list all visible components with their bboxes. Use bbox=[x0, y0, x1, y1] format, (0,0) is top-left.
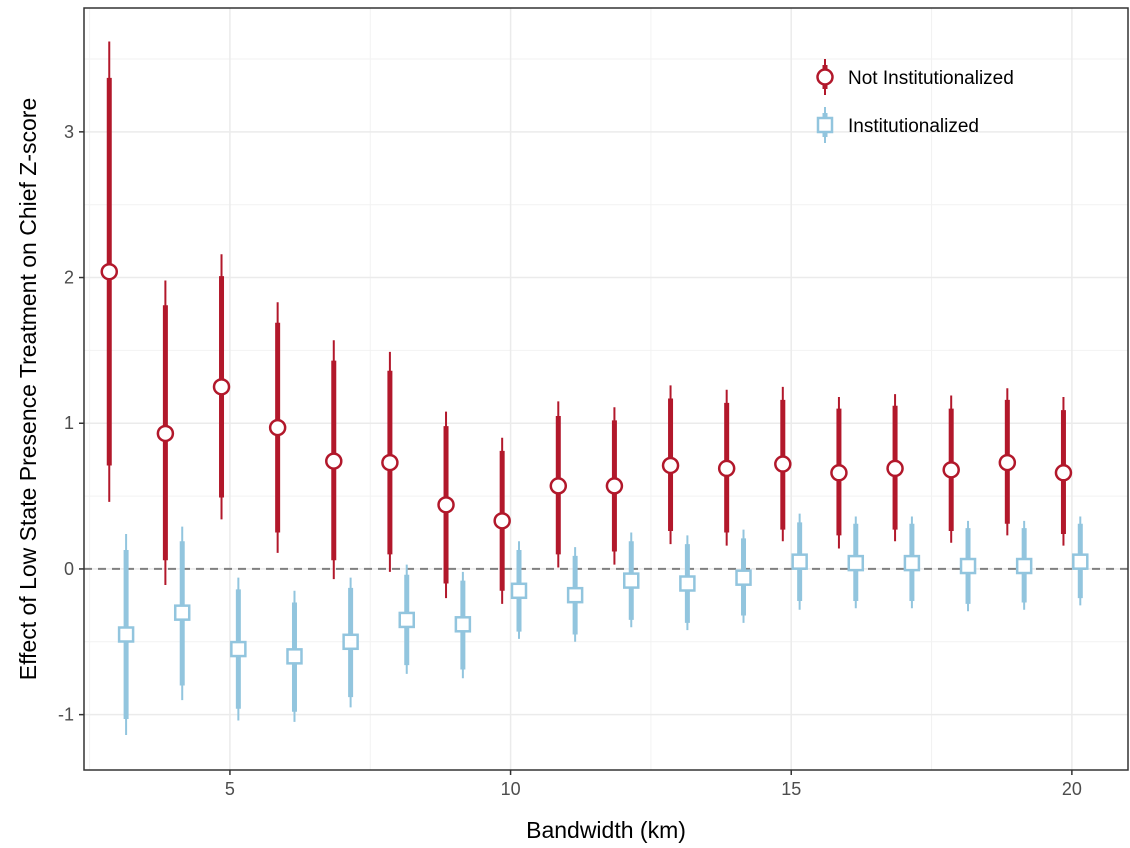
legend-circle-marker bbox=[816, 68, 834, 86]
point-estimate-circle bbox=[605, 477, 624, 495]
x-axis-ticks: 5 10 15 20 bbox=[225, 770, 1082, 799]
point-estimate-square bbox=[903, 554, 921, 572]
point-estimate-circle bbox=[661, 456, 680, 475]
point-estimate-circle bbox=[830, 464, 848, 482]
series-layer bbox=[100, 41, 1089, 736]
point-estimate-square bbox=[735, 569, 752, 586]
point-estimate-circle bbox=[717, 459, 736, 478]
x-tick-label: 10 bbox=[501, 779, 521, 799]
point-estimate-square bbox=[173, 604, 191, 621]
point-estimate-circle bbox=[325, 452, 343, 470]
point-estimate-circle bbox=[100, 262, 119, 281]
point-estimate-square bbox=[679, 575, 696, 592]
y-tick-label: -1 bbox=[58, 705, 74, 725]
point-estimate-square bbox=[342, 633, 359, 651]
legend-label-institutionalized: Institutionalized bbox=[848, 116, 979, 137]
minor-gridlines bbox=[84, 8, 1128, 770]
y-tick-label: 1 bbox=[64, 413, 74, 433]
point-estimate-circle bbox=[942, 461, 960, 479]
legend-item-institutionalized: Institutionalized bbox=[816, 107, 979, 143]
point-estimate-circle bbox=[156, 424, 175, 443]
legend-key-square bbox=[816, 107, 834, 143]
point-estimate-circle bbox=[381, 453, 399, 472]
point-estimate-circle bbox=[998, 453, 1017, 472]
point-estimate-square bbox=[959, 557, 977, 575]
point-estimate-square bbox=[1072, 553, 1089, 570]
point-estimate-circle bbox=[437, 496, 455, 514]
point-estimate-square bbox=[566, 586, 584, 604]
point-estimate-circle bbox=[886, 459, 904, 478]
x-tick-label: 5 bbox=[225, 779, 235, 799]
point-estimate-square bbox=[230, 640, 247, 658]
y-tick-label: 0 bbox=[64, 559, 74, 579]
point-estimate-square bbox=[286, 648, 303, 665]
legend-square-marker bbox=[816, 116, 834, 134]
series-institutionalized bbox=[117, 513, 1089, 736]
legend-key-circle bbox=[816, 59, 834, 95]
y-tick-label: 3 bbox=[64, 122, 74, 142]
point-estimate-square bbox=[398, 611, 415, 629]
point-estimate-square bbox=[117, 626, 135, 643]
point-estimate-circle bbox=[493, 512, 511, 530]
point-estimate-square bbox=[1015, 557, 1033, 575]
point-estimate-circle bbox=[774, 455, 792, 473]
x-axis-title: Bandwidth (km) bbox=[526, 817, 686, 843]
point-estimate-square bbox=[847, 554, 865, 572]
point-estimate-circle bbox=[549, 477, 568, 495]
point-estimate-square bbox=[623, 572, 640, 589]
point-estimate-circle bbox=[268, 418, 287, 437]
x-tick-label: 15 bbox=[781, 779, 801, 799]
point-estimate-square bbox=[454, 616, 472, 633]
y-tick-label: 2 bbox=[64, 268, 74, 288]
point-estimate-square bbox=[510, 582, 528, 600]
point-estimate-circle bbox=[212, 378, 231, 396]
point-estimate-square bbox=[791, 553, 808, 570]
legend: Not Institutionalized Institutionalized bbox=[816, 59, 1014, 143]
panel-border bbox=[83, 7, 1129, 771]
y-axis-title: Effect of Low State Presence Treatment o… bbox=[15, 98, 41, 681]
series-not-institutionalized bbox=[100, 41, 1073, 604]
point-estimate-circle bbox=[1054, 464, 1073, 482]
y-axis-ticks: -1 0 1 2 3 bbox=[58, 122, 84, 725]
legend-label-not-institutionalized: Not Institutionalized bbox=[848, 68, 1014, 89]
legend-item-not-institutionalized: Not Institutionalized bbox=[816, 59, 1014, 95]
x-tick-label: 20 bbox=[1062, 779, 1082, 799]
